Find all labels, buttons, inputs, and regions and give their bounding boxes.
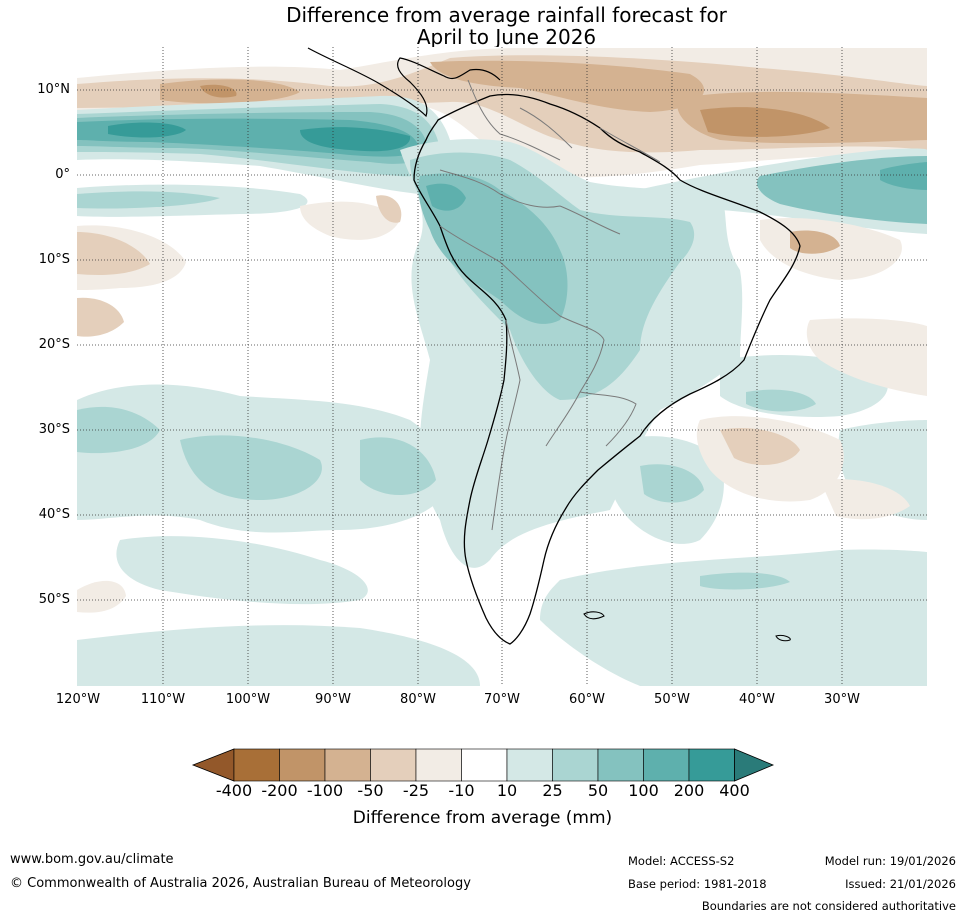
lon-label-50w: 50°W: [654, 692, 690, 707]
colorbar-tick: -10: [448, 781, 475, 800]
south-georgia: [775, 635, 791, 642]
wet-far-south-east-25: [700, 572, 790, 590]
lon-label-90w: 90°W: [315, 692, 351, 707]
lon-label-70w: 70°W: [484, 692, 520, 707]
lat-label-30s: 30°S: [38, 422, 70, 437]
lon-label-30w: 30°W: [824, 692, 860, 707]
wet-south-pacific-25c: [360, 437, 436, 495]
lat-label-10s: 10°S: [38, 252, 70, 267]
borders-south: [439, 225, 637, 531]
colorbar-swatch: [461, 748, 508, 782]
colorbar-label: Difference from average (mm): [352, 808, 613, 828]
colorbar-swatch: [415, 748, 462, 782]
colorbar-swatch: [279, 748, 326, 782]
colorbar-swatch: [506, 748, 553, 782]
wet-amazon-50: [418, 173, 568, 324]
colorbar-swatch: [233, 748, 280, 782]
colorbar-swatch: [370, 748, 417, 782]
coastlines: [307, 47, 801, 645]
colorbar-tick: -50: [357, 781, 384, 800]
rainfall-map: [77, 47, 927, 686]
wet-south-atlantic-25: [640, 464, 704, 503]
south-america-coast: [413, 93, 801, 645]
wet-far-south-10: [77, 625, 480, 686]
lat-label-10n: 10°N: [37, 82, 70, 97]
colorbar-min-arrow: [191, 748, 235, 782]
wet-mid-atlantic-25: [746, 389, 816, 412]
wet-band-pacific-200b: [300, 127, 411, 152]
dry-sw-pacific-b: [77, 232, 150, 275]
dry-mid-pacific-b: [376, 195, 402, 223]
dry-core-north-c: [700, 107, 830, 137]
colorbar-tick: 200: [673, 781, 705, 800]
colorbar-tick: 400: [719, 781, 750, 800]
lat-label-0: 0°: [55, 167, 70, 182]
colorbar-tick: 100: [628, 781, 659, 800]
borders-north: [439, 79, 661, 235]
lon-label-60w: 60°W: [569, 692, 605, 707]
wet-band-pacific-200a: [108, 122, 186, 138]
central-america-coast: [307, 47, 501, 118]
lat-label-50s: 50°S: [38, 592, 70, 607]
graticule: [77, 47, 927, 686]
dry-ne-c: [820, 479, 910, 520]
footer-model: Model: ACCESS-S2: [628, 854, 735, 868]
map-title-line1: Difference from average rainfall forecas…: [286, 3, 727, 27]
map-title-line2: April to June 2026: [416, 25, 597, 49]
wet-strip-south-eq-25: [77, 191, 220, 209]
dry-sw-pacific-c: [77, 297, 124, 337]
colorbar: [191, 748, 775, 782]
wet-amazon-100: [426, 183, 466, 211]
colorbar-swatch: [324, 748, 371, 782]
dry-sw-atlantic-c: [806, 318, 927, 396]
dry-core-north-e: [200, 84, 237, 98]
wet-south-pacific-25b: [180, 435, 322, 500]
lon-label-40w: 40°W: [739, 692, 775, 707]
colorbar-tick: 10: [496, 781, 518, 800]
dry-e-brazil-b: [790, 230, 840, 254]
map-title: Difference from average rainfall forecas…: [0, 4, 965, 48]
dry-mid-pacific: [300, 201, 400, 240]
footer-base-period: Base period: 1981-2018: [628, 877, 767, 891]
footer-copyright: © Commonwealth of Australia 2026, Austra…: [10, 876, 471, 891]
rainfall-anomaly-field: [77, 48, 927, 686]
colorbar-tick: 25: [542, 781, 563, 800]
colorbar-swatch: [597, 748, 644, 782]
colorbar-max-arrow: [734, 748, 775, 782]
lat-label-40s: 40°S: [38, 507, 70, 522]
footer-disclaimer: Boundaries are not considered authoritat…: [701, 899, 956, 913]
dry-core-north-a: [430, 60, 705, 112]
wet-south-pacific-10b: [116, 536, 368, 605]
wet-atlantic-eq-100: [880, 162, 927, 190]
footer-issued: Issued: 21/01/2026: [845, 877, 956, 891]
footer-website-link[interactable]: www.bom.gov.au/climate: [10, 852, 174, 867]
lat-label-20s: 20°S: [38, 337, 70, 352]
footer-model-run: Model run: 19/01/2026: [824, 854, 956, 868]
colorbar-swatch: [552, 748, 599, 782]
colorbar-swatch: [643, 748, 690, 782]
country-borders: [439, 79, 661, 531]
colorbar-tick: 50: [587, 781, 609, 800]
colorbar-tick: -100: [306, 781, 344, 800]
lon-label-120w: 120°W: [55, 692, 101, 707]
falklands: [583, 611, 605, 620]
colorbar-swatch: [688, 748, 735, 782]
lon-label-100w: 100°W: [225, 692, 271, 707]
dry-south-west-c: [77, 580, 126, 613]
lon-label-110w: 110°W: [140, 692, 186, 707]
lon-label-80w: 80°W: [400, 692, 436, 707]
wet-far-south-east: [540, 549, 927, 686]
colorbar-tick: -25: [402, 781, 430, 800]
dry-sw-atlantic-b: [720, 428, 800, 465]
wet-south-pacific-25a: [77, 406, 160, 454]
colorbar-tick: -200: [261, 781, 298, 800]
colorbar-tick: -400: [215, 781, 253, 800]
